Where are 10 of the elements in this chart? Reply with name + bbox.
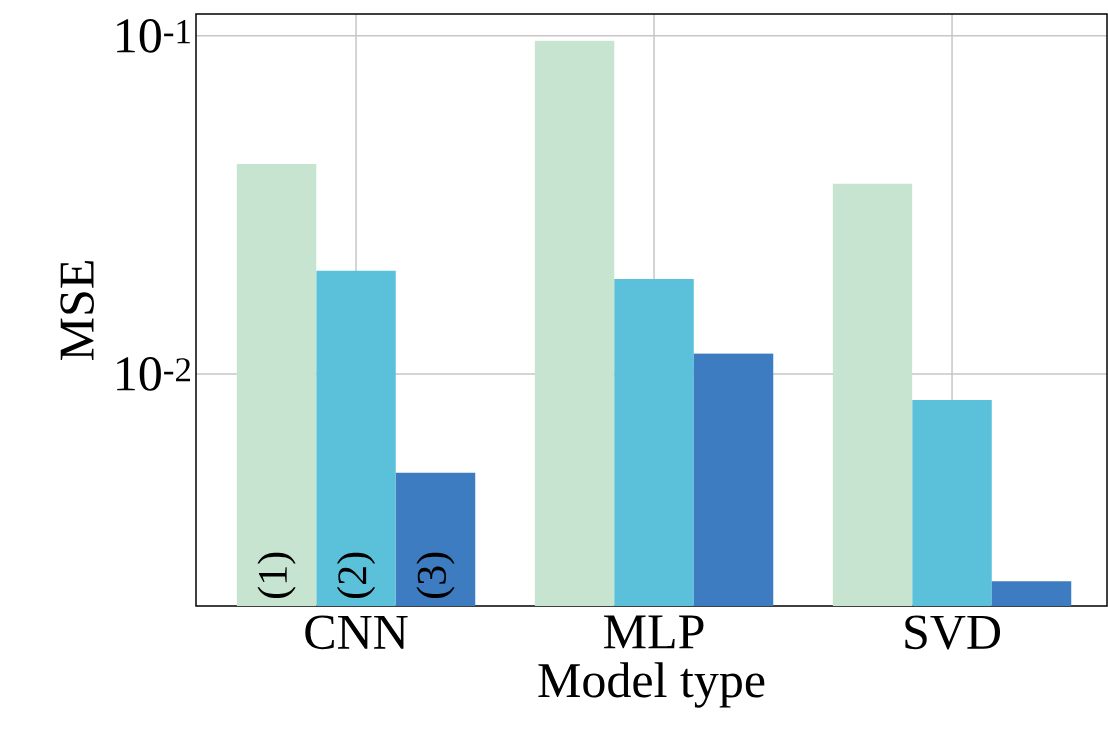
x-tick-label: SVD (905, 615, 1001, 650)
x-tick-label: CNN (305, 615, 408, 650)
y-tick-label: 10$^{-2}$ (117, 357, 191, 391)
series-label: (2) (336, 552, 376, 598)
y-tick-label: 10$^{-1}$ (117, 18, 190, 53)
x-tick-label: MLP (604, 615, 704, 649)
series-label: (1) (257, 552, 296, 598)
x-axis-title: Model type (538, 662, 765, 708)
y-axis-title: MSE (60, 261, 94, 360)
series-label: (3) (416, 552, 455, 598)
